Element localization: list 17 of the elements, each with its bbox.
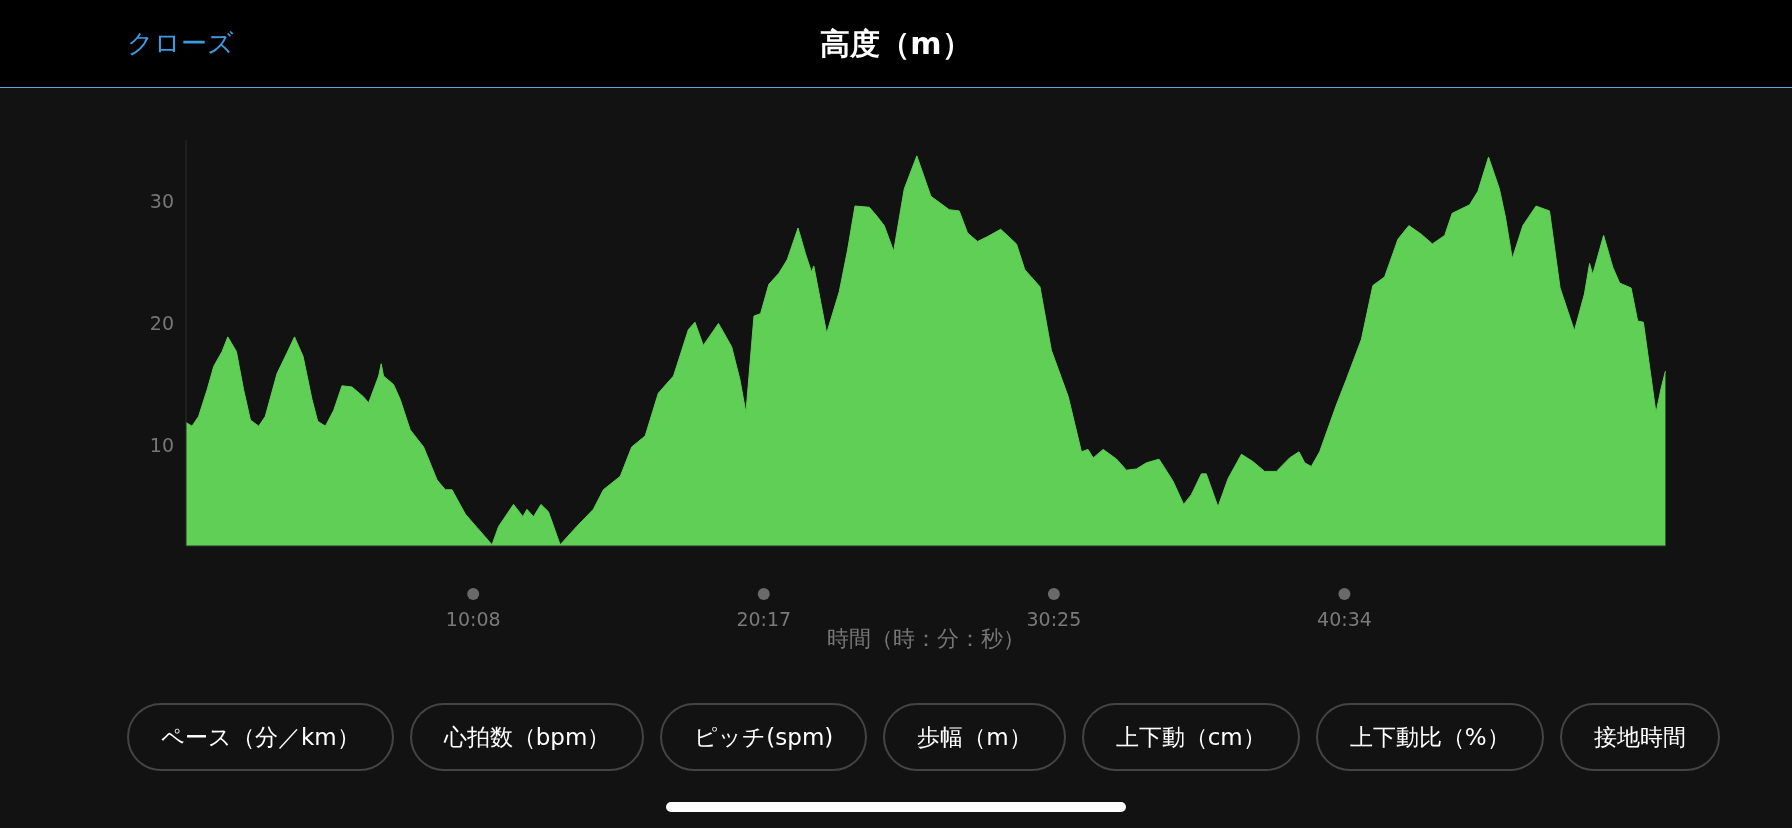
y-tick-label: 30: [149, 189, 174, 212]
x-tick-label: 20:17: [736, 608, 792, 630]
tab-button: ピッチ(spm): [660, 703, 868, 771]
y-tick-label: 10: [149, 434, 174, 457]
x-axis-title: 時間（時：分：秒）: [827, 626, 1025, 651]
y-tick-label: 20: [149, 312, 174, 335]
chart-title: 高度（m）: [820, 26, 972, 61]
x-tick-label: 40:34: [1317, 608, 1372, 630]
x-tick-label: 10:08: [445, 608, 501, 630]
tab-button: 心拍数（bpm）: [409, 703, 645, 771]
tab-button: 上下動比（%）: [1315, 703, 1544, 771]
tab-button: 歩幅（m）: [883, 703, 1066, 771]
tab-button: ペース（分／km）: [127, 703, 394, 771]
tab-button: 上下動（cm）: [1081, 703, 1300, 771]
tab-button: 接地時間: [1559, 703, 1720, 771]
close-link: クローズ: [127, 27, 234, 60]
x-tick-label: 30:25: [1026, 608, 1082, 630]
